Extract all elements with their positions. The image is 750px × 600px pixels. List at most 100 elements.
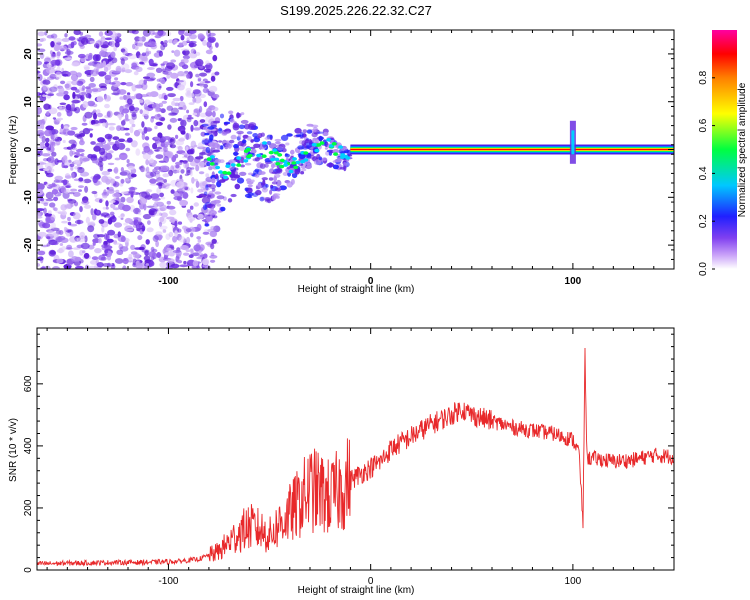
transition-blob [286,181,293,188]
noise-blob [134,40,138,46]
noise-blob [126,196,134,204]
noise-blob [169,143,173,148]
transition-blob [318,156,323,161]
transition-peak [270,157,276,162]
noise-blob [64,204,74,209]
transition-blob [203,213,208,219]
transition-blob [215,173,219,179]
transition-peak [303,151,309,155]
noise-blob [138,99,144,103]
chart-title: S199.2025.226.22.32.C27 [280,3,432,18]
transition-blob [225,140,230,144]
transition-blob [273,176,277,182]
noise-blob [195,73,200,78]
noise-blob [163,146,168,153]
transition-blob [204,191,208,196]
noise-blob [103,222,109,228]
noise-blob [162,173,170,178]
transition-blob [204,223,210,227]
transition-peak [288,169,294,174]
noise-blob [198,171,205,175]
noise-blob [54,175,63,181]
transition-peak [283,163,289,167]
noise-blob [85,216,90,224]
noise-blob [141,225,146,232]
transition-blob [229,139,235,144]
noise-blob [41,123,45,130]
transition-blob [216,144,221,151]
noise-blob [150,246,155,253]
noise-blob [149,178,157,184]
transition-blob [231,169,236,174]
noise-blob [39,141,45,148]
noise-blob [112,70,122,74]
transition-blob [268,177,274,181]
transition-blob [217,127,223,134]
noise-blob [92,123,101,127]
noise-blob [56,235,66,241]
noise-blob [78,189,82,192]
noise-blob [203,83,209,89]
noise-blob [199,182,207,189]
noise-blob [56,258,64,264]
noise-blob [67,221,72,226]
noise-blob [188,30,197,34]
transition-blob [233,144,239,149]
noise-blob [67,199,77,204]
transition-blob [239,171,247,176]
transition-peak [222,170,228,175]
noise-blob [168,169,174,177]
transition-blob [246,136,252,141]
noise-blob [92,109,97,113]
noise-blob [58,247,64,254]
noise-blob [98,31,104,37]
noise-blob [143,145,151,153]
noise-blob [198,161,205,169]
noise-blob [190,81,194,88]
noise-blob [108,186,114,192]
colorbar: 0.0 0.2 0.4 0.6 0.8 Normalized spectral ampl… [698,30,748,276]
transition-blob [308,139,312,144]
noise-blob [190,187,194,194]
transition-blob [250,148,257,154]
noise-blob [176,181,185,189]
noise-blob [167,124,172,130]
transition-blob [316,131,324,134]
noise-blob [203,101,208,108]
transition-blob [206,161,211,167]
noise-blob [80,37,89,45]
noise-blob [79,140,85,146]
noise-blob [170,189,175,194]
noise-blob [37,43,43,47]
transition-blob [215,158,222,163]
transition-blob [257,132,263,139]
transition-blob [285,142,290,146]
noise-blob [82,157,90,162]
noise-blob [83,178,92,184]
transition-blob [284,153,290,158]
noise-blob [103,233,108,240]
colorbar-gradient [712,30,737,269]
noise-blob [69,223,78,227]
transition-blob [247,195,253,199]
transition-blob [277,146,284,151]
noise-blob [204,64,211,69]
transition-blob [306,123,314,127]
noise-blob [195,156,204,160]
noise-blob [160,41,164,45]
noise-blob [68,250,74,258]
transition-blob [211,177,216,184]
y-tick-label: -20 [23,237,34,252]
noise-blob [58,86,65,94]
noise-blob [87,153,94,159]
noise-blob [98,254,106,261]
transition-blob [218,140,223,143]
noise-blob [130,191,134,198]
noise-blob [155,146,162,150]
noise-blob [169,117,178,123]
noise-blob [175,139,184,146]
noise-blob [185,92,195,98]
noise-blob [110,178,116,184]
noise-blob [55,71,62,79]
noise-blob [159,192,165,198]
